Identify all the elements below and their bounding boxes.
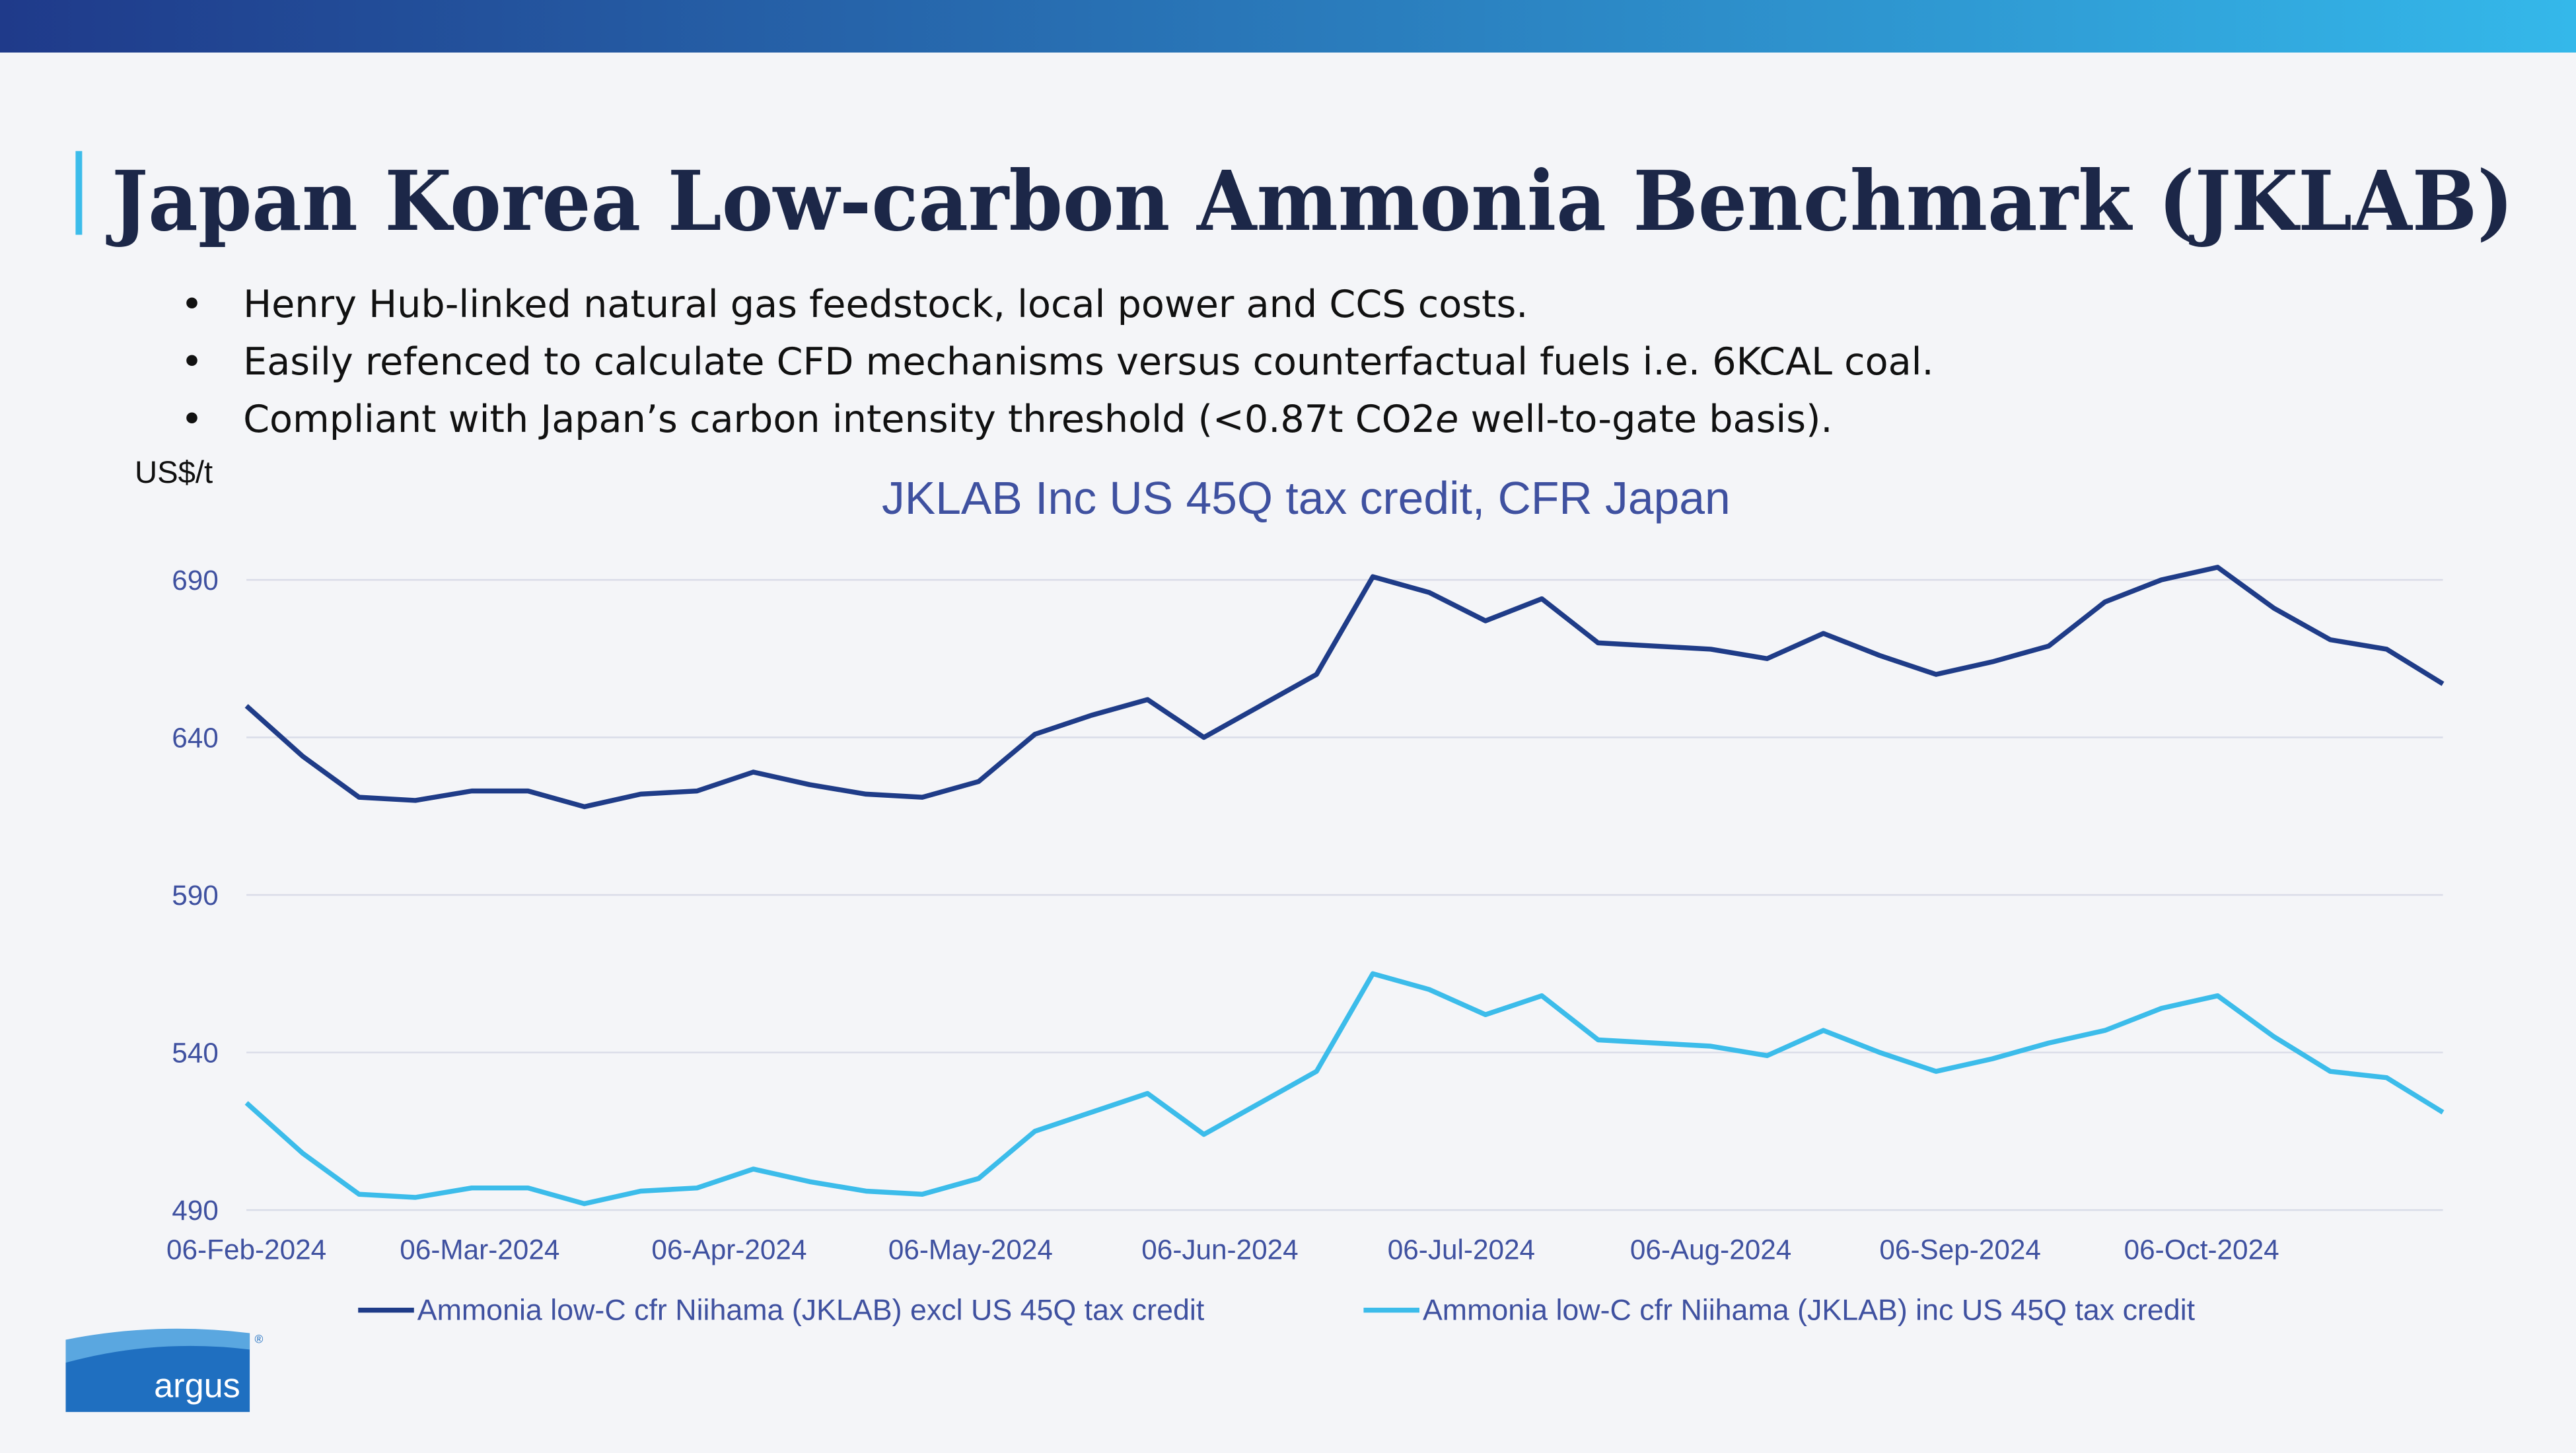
page-title: Japan Korea Low-carbon Ammonia Benchmark… bbox=[106, 153, 2514, 250]
x-tick-label: 06-Jun-2024 bbox=[1141, 1234, 1298, 1265]
x-tick-label: 06-Apr-2024 bbox=[651, 1234, 806, 1265]
bullet-part: e bbox=[1435, 398, 1458, 441]
legend-label: Ammonia low-C cfr Niihama (JKLAB) inc US… bbox=[1423, 1294, 2196, 1327]
logo-text: argus bbox=[154, 1366, 240, 1405]
bullet-dot: • bbox=[181, 398, 203, 441]
logo: argus ® bbox=[65, 1328, 264, 1412]
y-tick-label: 490 bbox=[172, 1195, 219, 1226]
plot: 490 540 590 640 690 06-Feb-2024 06-Mar-2024 06-… bbox=[166, 565, 2445, 1327]
y-axis-unit: US$/t bbox=[135, 455, 213, 490]
x-tick-label: 06-Feb-2024 bbox=[166, 1234, 326, 1265]
top-bar bbox=[0, 0, 2576, 53]
y-tick-label: 540 bbox=[172, 1037, 219, 1068]
x-tick-label: 06-Jul-2024 bbox=[1388, 1234, 1535, 1265]
y-tick-label: 640 bbox=[172, 722, 219, 753]
x-tick-label: 06-Oct-2024 bbox=[2124, 1234, 2279, 1265]
logo-mark: ® bbox=[255, 1332, 264, 1345]
bullet-text: Easily refenced to calculate CFD mechani… bbox=[243, 340, 1934, 384]
logo-shape bbox=[65, 1333, 250, 1412]
x-tick-label: 06-Sep-2024 bbox=[1879, 1234, 2040, 1265]
x-tick-label: 06-Aug-2024 bbox=[1630, 1234, 1791, 1265]
chart-title: JKLAB Inc US 45Q tax credit, CFR Japan bbox=[882, 472, 1731, 524]
legend: Ammonia low-C cfr Niihama (JKLAB) excl U… bbox=[358, 1294, 2196, 1327]
bullet-text: Henry Hub-linked natural gas feedstock, … bbox=[243, 283, 1528, 326]
bullet-text: Compliant with Japan’s carbon intensity … bbox=[243, 398, 1833, 441]
bullets: • Henry Hub-linked natural gas feedstock… bbox=[181, 283, 1934, 441]
logo-swoosh bbox=[65, 1328, 250, 1363]
bullet-part: well-to-gate basis). bbox=[1458, 398, 1832, 441]
x-tick-label: 06-Mar-2024 bbox=[400, 1234, 559, 1265]
bullet-dot: • bbox=[181, 340, 203, 384]
title-accent bbox=[75, 151, 83, 235]
y-tick-label: 690 bbox=[172, 565, 219, 596]
x-tick-label: 06-May-2024 bbox=[888, 1234, 1053, 1265]
y-tick-label: 590 bbox=[172, 880, 219, 911]
bullet-dot: • bbox=[181, 283, 203, 326]
bullet-part: Compliant with Japan’s carbon intensity … bbox=[243, 398, 1435, 441]
series-line bbox=[244, 565, 2445, 810]
legend-label: Ammonia low-C cfr Niihama (JKLAB) excl U… bbox=[417, 1294, 1205, 1327]
series-line bbox=[244, 971, 2445, 1207]
